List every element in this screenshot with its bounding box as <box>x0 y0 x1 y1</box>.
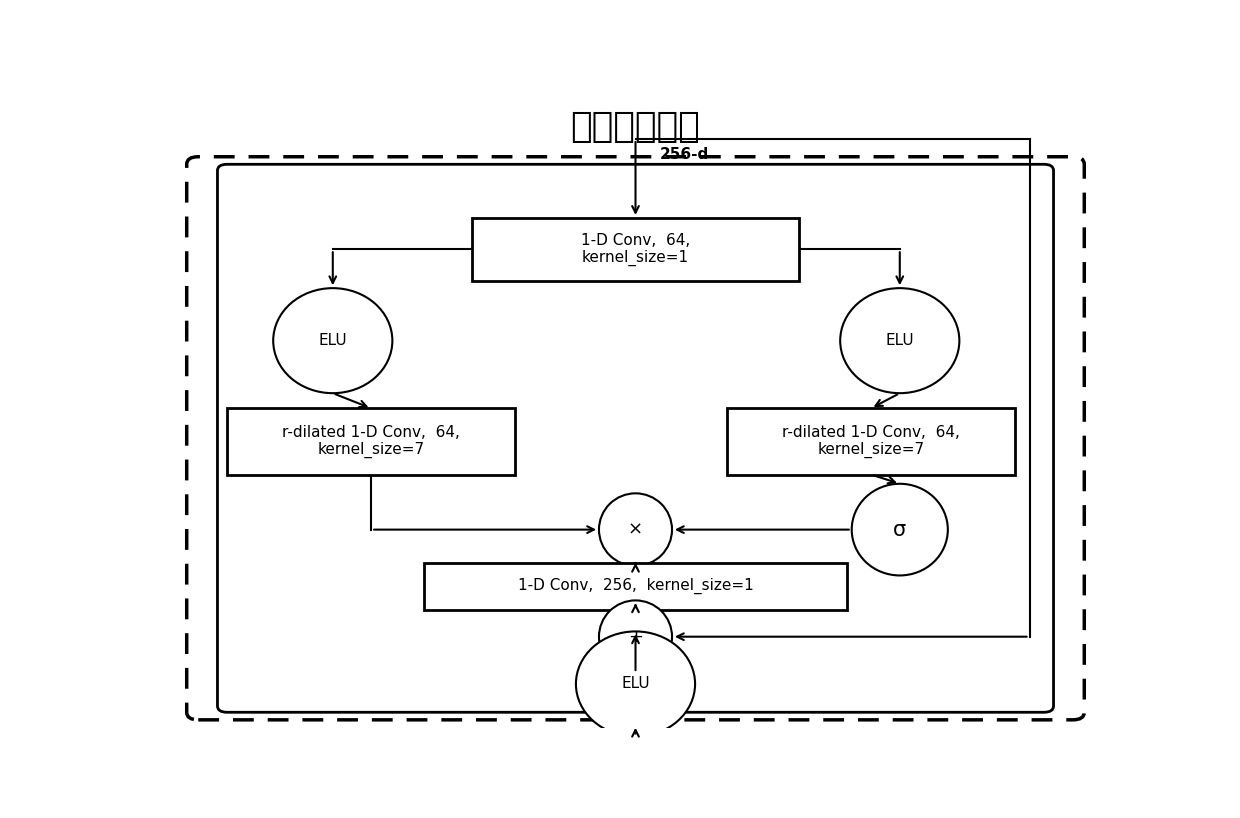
Bar <box>424 563 847 610</box>
Text: σ: σ <box>893 519 906 540</box>
Ellipse shape <box>599 600 672 673</box>
FancyBboxPatch shape <box>217 164 1054 712</box>
Ellipse shape <box>575 631 696 736</box>
Text: 1-D Conv,  256,  kernel_size=1: 1-D Conv, 256, kernel_size=1 <box>517 578 754 595</box>
Bar <box>227 408 516 474</box>
Text: r-dilated 1-D Conv,  64,
kernel_size=7: r-dilated 1-D Conv, 64, kernel_size=7 <box>283 425 460 458</box>
Ellipse shape <box>852 483 947 575</box>
Text: 残差块示意图: 残差块示意图 <box>570 110 701 143</box>
Ellipse shape <box>273 288 392 393</box>
Text: +: + <box>627 627 644 645</box>
Ellipse shape <box>841 288 960 393</box>
Ellipse shape <box>599 493 672 566</box>
Text: r-dilated 1-D Conv,  64,
kernel_size=7: r-dilated 1-D Conv, 64, kernel_size=7 <box>782 425 960 458</box>
Bar <box>727 408 1016 474</box>
Text: ELU: ELU <box>621 676 650 691</box>
FancyBboxPatch shape <box>187 157 1084 720</box>
Text: 256-d: 256-d <box>660 147 709 162</box>
Bar <box>472 218 799 281</box>
Text: ELU: ELU <box>319 333 347 348</box>
Text: 1-D Conv,  64,
kernel_size=1: 1-D Conv, 64, kernel_size=1 <box>580 232 691 266</box>
Text: ×: × <box>627 520 644 538</box>
Text: ELU: ELU <box>885 333 914 348</box>
